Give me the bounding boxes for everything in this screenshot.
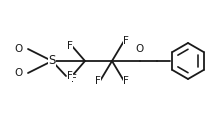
Text: S: S — [48, 54, 56, 68]
Text: F: F — [123, 36, 129, 46]
Text: F: F — [123, 76, 129, 86]
Text: F: F — [95, 76, 101, 86]
Text: F: F — [67, 71, 73, 81]
Text: F: F — [67, 41, 73, 51]
Text: O: O — [136, 44, 144, 54]
Text: F: F — [71, 74, 77, 84]
Text: O: O — [15, 68, 23, 78]
Text: O: O — [15, 44, 23, 54]
